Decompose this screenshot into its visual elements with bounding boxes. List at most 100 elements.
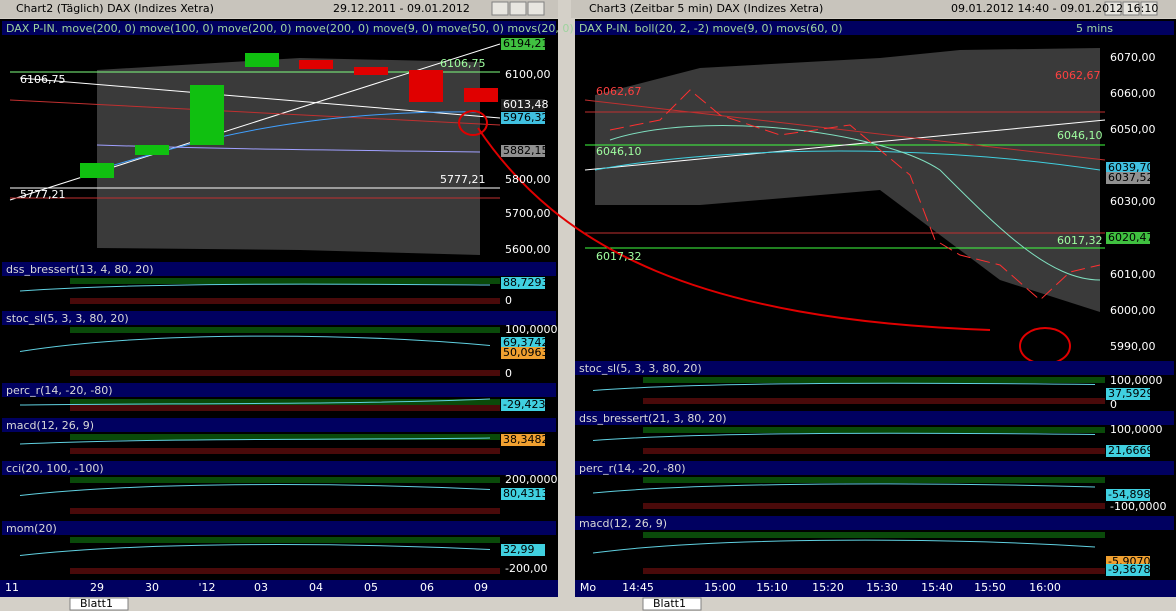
value-box (1106, 162, 1150, 174)
value-label: 6020,47 (1108, 231, 1154, 244)
value-label: -9,3678 (1108, 563, 1150, 576)
x-tick-label: 04 (309, 581, 323, 594)
x-tick-label: 03 (254, 581, 268, 594)
x-tick-label: 11 (5, 581, 19, 594)
price-label: 6100,00 (505, 68, 551, 81)
pane-header-text: mom(20) (6, 522, 57, 535)
tab-bar (0, 597, 558, 611)
value-box (501, 347, 545, 359)
x-tick-label: 06 (420, 581, 434, 594)
value-box (501, 399, 545, 411)
price-label: 6010,00 (1110, 268, 1156, 281)
line-annotation: 6106,75 (20, 73, 66, 86)
value-label: 200,0000 (505, 473, 558, 486)
annotation-arrow (477, 127, 991, 331)
value-box (501, 434, 545, 446)
date-range: 09.01.2012 14:40 - 09.01.2012 16:10 (951, 2, 1158, 15)
value-box (501, 38, 545, 50)
pane-header (2, 21, 556, 35)
maximize-button[interactable] (1122, 1, 1140, 16)
pane-header-text: cci(20, 100, -100) (6, 462, 104, 475)
pane-band (643, 398, 1105, 404)
minimize-button[interactable] (1104, 1, 1122, 16)
value-box (1106, 388, 1150, 400)
pane-header-text: stoc_sl(5, 3, 3, 80, 20) (579, 362, 702, 375)
value-box (1106, 564, 1150, 576)
pane-band (70, 508, 500, 514)
price-label: 6050,00 (1110, 123, 1156, 136)
value-label: 50,0963 (503, 346, 549, 359)
tab-bar (571, 597, 1176, 611)
value-label: 6039,70 (1108, 161, 1154, 174)
sheet-tab[interactable] (69, 597, 129, 611)
pane-band (643, 427, 1105, 433)
value-label: 100,0000 (1110, 374, 1163, 387)
value-label: -29,4238 (503, 398, 552, 411)
indicator-line (19, 335, 491, 352)
minimize-button[interactable] (491, 1, 509, 16)
value-box (1106, 489, 1150, 501)
pane-header (2, 262, 556, 276)
value-box (501, 277, 545, 289)
price-label: 6000,00 (1110, 304, 1156, 317)
sheet-tab-label: Blatt1 (653, 597, 686, 610)
pane-header (575, 461, 1174, 475)
x-tick-label: 15:40 (921, 581, 953, 594)
pane-band (70, 568, 500, 574)
pane-band (643, 448, 1105, 454)
x-tick-label: 09 (474, 581, 488, 594)
indicator-lines (584, 89, 1106, 301)
price-label: 6060,00 (1110, 87, 1156, 100)
pane-header (575, 361, 1174, 375)
bollinger-band (595, 48, 1100, 312)
close-button[interactable] (527, 1, 545, 16)
line-annotation: 6046,10 (1057, 129, 1103, 142)
indicator-line (19, 398, 491, 406)
pane-band (70, 327, 500, 333)
pane-band (70, 370, 500, 376)
value-box (1106, 445, 1150, 457)
price-label: 5700,00 (505, 207, 551, 220)
value-label: 5882,15 (503, 144, 549, 157)
value-label: 80,4313 (503, 487, 549, 500)
indicator-line (592, 382, 1096, 391)
maximize-button[interactable] (509, 1, 527, 16)
x-tick-label: 15:10 (756, 581, 788, 594)
pane-band (70, 399, 500, 405)
value-label: 37,5929 (1108, 387, 1154, 400)
pane-header-text: DAX P-IN. move(200, 0) move(100, 0) move… (6, 22, 652, 35)
x-tick-label: 15:50 (974, 581, 1006, 594)
pane-header-text: macd(12, 26, 9) (6, 419, 94, 432)
pane-band (70, 298, 500, 304)
date-range: 29.12.2011 - 09.01.2012 (333, 2, 470, 15)
value-label: -200,00 (505, 562, 547, 575)
x-tick-label: 30 (145, 581, 159, 594)
value-label: 0 (505, 367, 512, 380)
line-annotation: 6046,10 (596, 145, 642, 158)
pane-band (70, 278, 500, 284)
sheet-tab[interactable] (642, 597, 702, 611)
x-tick-label: 16:00 (1029, 581, 1061, 594)
x-tick-label: 15:20 (812, 581, 844, 594)
pane-header (575, 411, 1174, 425)
pane-header-text: dss_bressert(13, 4, 80, 20) (6, 263, 154, 276)
value-box (1106, 172, 1150, 184)
line-annotation: 5777,21 (20, 188, 66, 201)
line-annotation: 5777,21 (440, 173, 486, 186)
line-annotation: 6062,67 (1055, 69, 1101, 82)
pane-header-text: dss_bressert(21, 3, 80, 20) (579, 412, 727, 425)
value-box (501, 145, 545, 157)
value-label: 38,3482 (503, 433, 549, 446)
interval: 5 mins (1076, 22, 1113, 35)
pane-band (70, 448, 500, 454)
pane-header (575, 21, 1174, 35)
value-label: 0 (505, 294, 512, 307)
indicator-line (592, 539, 1096, 554)
pane-band (643, 532, 1105, 538)
pane-header-text: DAX P-IN. boll(20, 2, -2) move(9, 0) mov… (579, 22, 843, 35)
title-bar (0, 0, 558, 18)
close-button[interactable] (1140, 1, 1158, 16)
indicator-line (19, 544, 491, 556)
value-label: -54,8984 (1108, 488, 1157, 501)
pane-header (2, 383, 556, 397)
